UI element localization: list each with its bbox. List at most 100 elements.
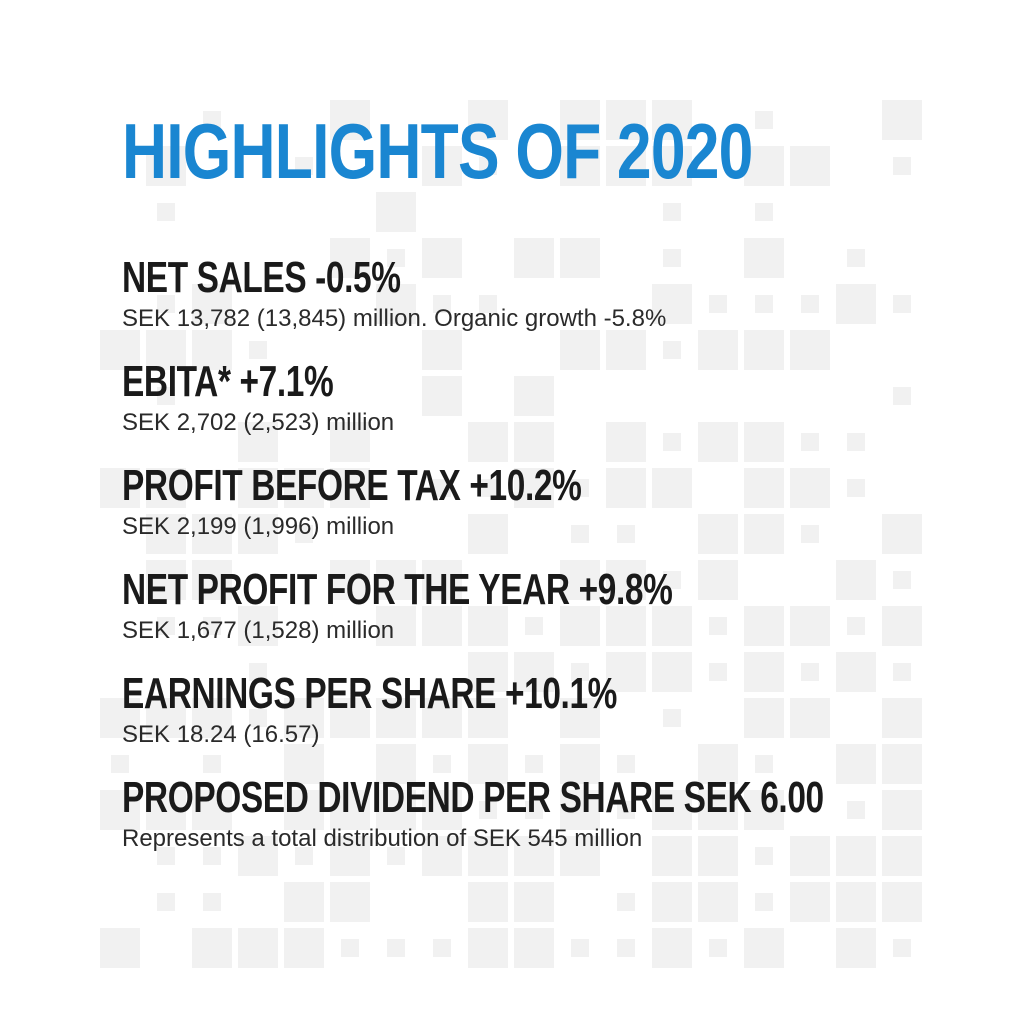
highlight-detail: Represents a total distribution of SEK 5…: [122, 825, 643, 852]
pattern-square: [157, 203, 175, 221]
pattern-square: [422, 238, 462, 278]
pattern-square: [468, 928, 508, 968]
pattern-square: [560, 698, 600, 738]
pattern-square: [111, 755, 129, 773]
pattern-square: [100, 928, 140, 968]
pattern-square: [882, 698, 922, 738]
pattern-square: [422, 560, 462, 600]
pattern-square: [422, 836, 462, 876]
pattern-square: [192, 560, 232, 600]
pattern-square: [790, 146, 830, 186]
pattern-square: [652, 284, 692, 324]
pattern-square: [560, 836, 600, 876]
pattern-square: [606, 652, 646, 692]
pattern-square: [468, 744, 508, 784]
pattern-square: [652, 606, 692, 646]
pattern-square: [422, 146, 462, 186]
pattern-square: [422, 790, 462, 830]
pattern-square: [836, 284, 876, 324]
pattern-square: [330, 238, 370, 278]
pattern-square: [893, 571, 911, 589]
pattern-square: [330, 698, 370, 738]
pattern-square: [376, 284, 416, 324]
pattern-square: [893, 663, 911, 681]
pattern-square: [663, 571, 681, 589]
pattern-square: [203, 755, 221, 773]
pattern-square: [606, 560, 646, 600]
pattern-square: [146, 514, 186, 554]
highlight-detail: SEK 2,199 (1,996) million: [122, 513, 395, 540]
pattern-square: [893, 387, 911, 405]
pattern-square: [744, 790, 784, 830]
pattern-square: [433, 755, 451, 773]
pattern-square: [606, 330, 646, 370]
pattern-square: [571, 939, 589, 957]
pattern-square: [433, 939, 451, 957]
page-title: HIGHLIGHTS OF 2020: [122, 107, 753, 195]
pattern-square: [525, 801, 543, 819]
pattern-square: [146, 560, 186, 600]
pattern-square: [376, 790, 416, 830]
pattern-square: [157, 847, 175, 865]
highlight-item-ebita: EBITA* +7.1% SEK 2,702 (2,523) million: [122, 358, 902, 438]
pattern-square: [755, 893, 773, 911]
pattern-square: [514, 928, 554, 968]
pattern-square: [560, 330, 600, 370]
pattern-square: [192, 928, 232, 968]
pattern-square: [663, 249, 681, 267]
pattern-square: [330, 836, 370, 876]
pattern-square: [284, 928, 324, 968]
pattern-square: [744, 928, 784, 968]
pattern-square: [652, 882, 692, 922]
pattern-square: [698, 836, 738, 876]
pattern-square: [606, 606, 646, 646]
pattern-square: [847, 617, 865, 635]
pattern-square: [238, 836, 278, 876]
pattern-square: [525, 755, 543, 773]
pattern-square: [755, 203, 773, 221]
pattern-square: [376, 560, 416, 600]
pattern-square: [192, 284, 232, 324]
highlights-panel: HIGHLIGHTS OF 2020 NET SALES -0.5% SEK 1…: [122, 112, 902, 854]
pattern-square: [847, 801, 865, 819]
pattern-square: [468, 836, 508, 876]
pattern-square: [606, 100, 646, 140]
pattern-square: [663, 433, 681, 451]
pattern-square: [652, 790, 692, 830]
pattern-square: [203, 847, 221, 865]
pattern-square: [422, 330, 462, 370]
highlight-detail: SEK 1,677 (1,528) million: [122, 617, 395, 644]
pattern-square: [847, 249, 865, 267]
pattern-square: [100, 698, 140, 738]
pattern-square: [525, 617, 543, 635]
pattern-square: [893, 295, 911, 313]
pattern-square: [790, 836, 830, 876]
pattern-square: [284, 468, 324, 508]
pattern-square: [617, 939, 635, 957]
pattern-square: [652, 100, 692, 140]
pattern-square: [146, 468, 186, 508]
pattern-square: [468, 882, 508, 922]
pattern-square: [755, 295, 773, 313]
pattern-square: [882, 606, 922, 646]
pattern-square: [847, 433, 865, 451]
pattern-square: [560, 560, 600, 600]
pattern-square: [652, 146, 692, 186]
pattern-square: [422, 698, 462, 738]
pattern-square: [606, 422, 646, 462]
pattern-square: [882, 882, 922, 922]
pattern-square: [479, 801, 497, 819]
pattern-square: [744, 330, 784, 370]
pattern-square: [249, 709, 267, 727]
pattern-square: [479, 157, 497, 175]
pattern-square: [560, 238, 600, 278]
pattern-square: [571, 525, 589, 543]
pattern-square: [755, 111, 773, 129]
pattern-square: [698, 514, 738, 554]
pattern-square: [836, 928, 876, 968]
pattern-square: [514, 882, 554, 922]
pattern-square: [790, 468, 830, 508]
pattern-square: [238, 928, 278, 968]
pattern-square: [698, 422, 738, 462]
